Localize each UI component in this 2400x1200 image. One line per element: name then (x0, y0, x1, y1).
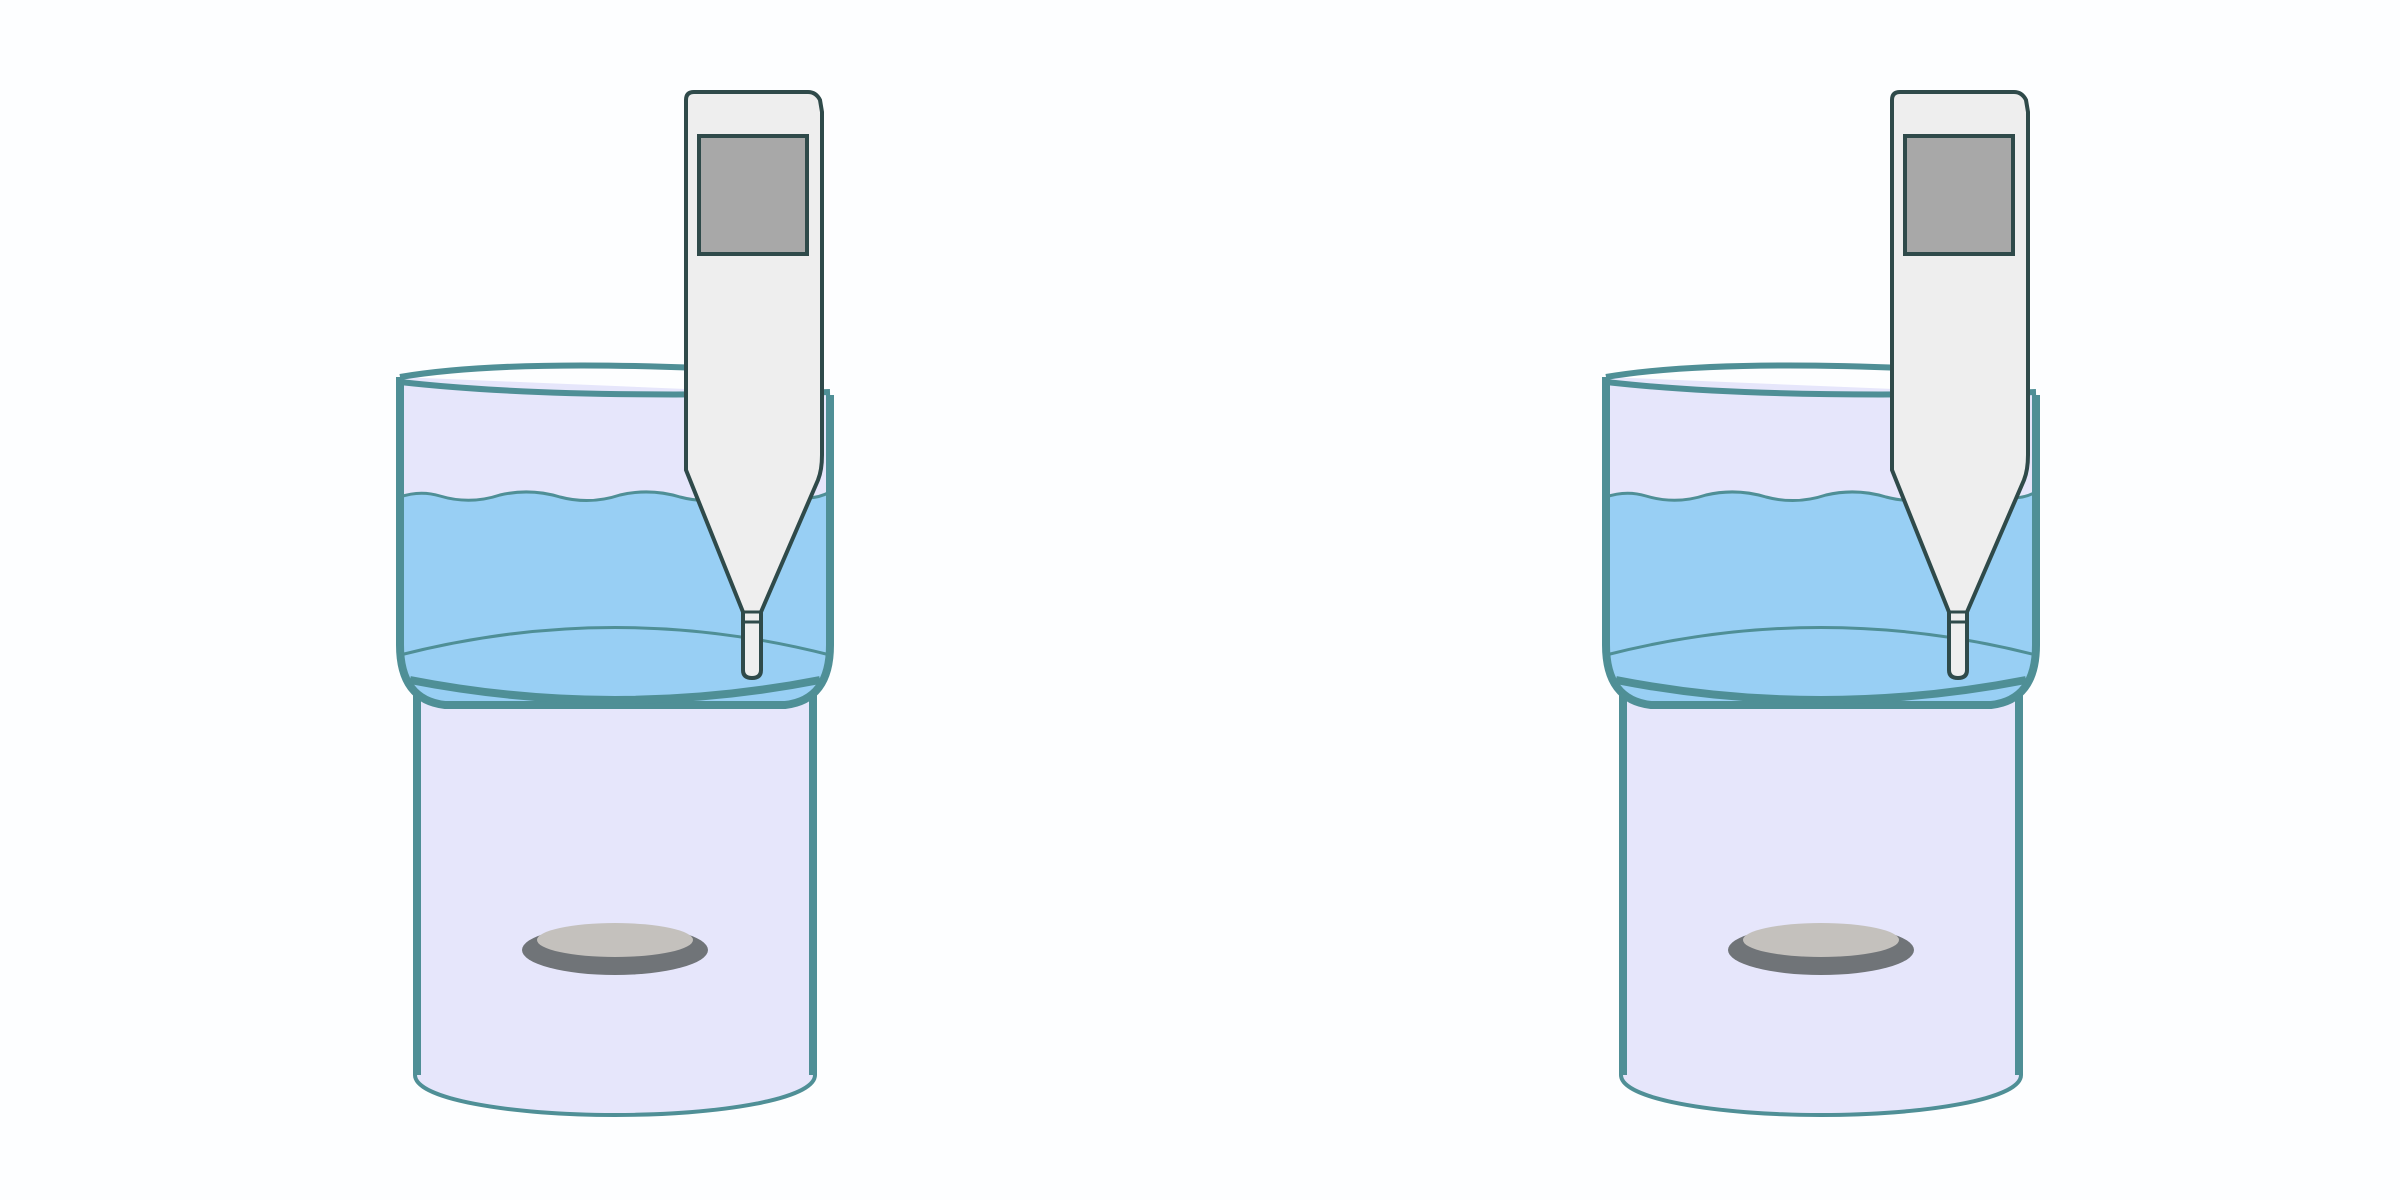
left-setup (400, 92, 830, 1113)
right-setup (1606, 92, 2036, 1113)
